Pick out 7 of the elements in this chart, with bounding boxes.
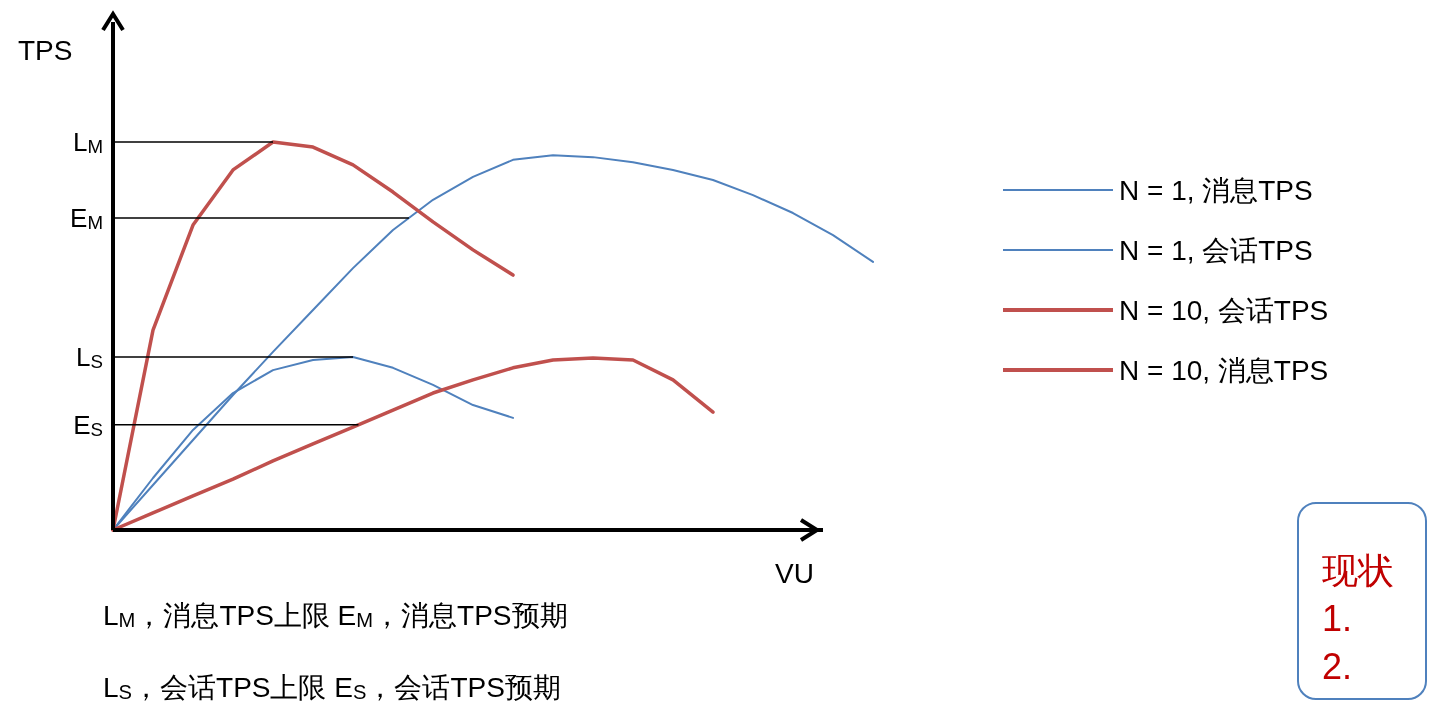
y-axis-title: TPS [18, 35, 73, 66]
legend-label: N = 10, 消息TPS [1119, 355, 1329, 386]
legend-label: N = 10, 会话TPS [1119, 295, 1329, 326]
text: 现状 1. 2. [1322, 550, 1394, 687]
legend-label: N = 1, 会话TPS [1119, 235, 1313, 266]
x-axis-title: VU [775, 558, 814, 589]
legend-label: N = 1, 消息TPS [1119, 175, 1313, 206]
